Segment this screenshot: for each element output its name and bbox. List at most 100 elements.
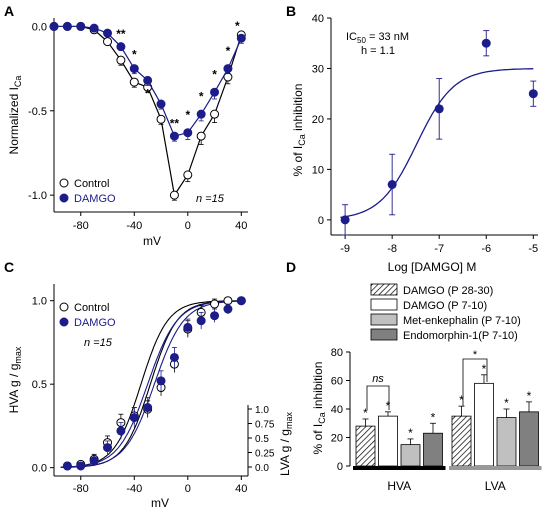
panel-d-category-label: LVA	[485, 479, 506, 493]
panel-d-significance: *	[386, 399, 391, 413]
panel-c-point	[103, 443, 113, 453]
panel-c-y-label-left-sub: max	[13, 346, 23, 364]
panel-a-point	[129, 77, 139, 87]
panel-a-y-tick-label: 0.0	[32, 21, 47, 33]
panel-c-point	[210, 311, 220, 321]
panel-d-y-tick-label: 80	[331, 347, 343, 359]
panel-c-x-tick-label: -80	[73, 483, 89, 495]
panel-b-dose-response: -9 -8 -7 -6 -5 0 10 20 30 40 Log [DAMGO] M % of …	[291, 13, 538, 274]
panel-a-significance: *	[132, 47, 137, 61]
panel-c-y-tick-label-right: 0.5	[255, 434, 269, 445]
panel-a-significance: *	[226, 44, 231, 58]
panel-a-point	[129, 64, 139, 74]
panel-a-significance: *	[185, 108, 190, 122]
panel-c-legend-damgo: DAMGO	[74, 317, 116, 329]
panel-a-point	[76, 21, 86, 31]
panel-d-significance: *	[431, 410, 436, 424]
panel-a-point	[103, 28, 113, 38]
panel-d-significance: *	[459, 393, 464, 407]
panel-d-bracket-hva	[366, 385, 390, 410]
panel-d-category-label: HVA	[387, 479, 411, 493]
panel-b-point	[387, 180, 397, 190]
panel-c-y-tick-label-right: 0.0	[255, 463, 269, 474]
panel-d-bar	[400, 444, 421, 467]
panel-c-y-tick-label: 0.0	[32, 463, 47, 475]
panel-a-legend-control: Control	[74, 178, 109, 190]
panel-a-point	[196, 131, 206, 141]
panel-c-point	[183, 322, 193, 332]
panel-d-y-tick-label: 40	[331, 404, 343, 416]
panel-d-y-label-sub: Ca	[317, 412, 327, 424]
panel-c-point	[196, 316, 206, 326]
panel-d-legend-label: DAMGO (P 7-10)	[403, 300, 487, 312]
panel-a-y-tick-label: -0.5	[28, 106, 47, 118]
panel-c-y-label-right-sub: max	[284, 412, 294, 430]
panel-a-point	[89, 23, 99, 33]
panel-a-point	[223, 64, 233, 74]
panel-a-point	[62, 21, 72, 31]
panel-a-point	[156, 99, 166, 109]
panel-a-x-tick-label: -40	[126, 220, 142, 232]
panel-c-y-tick-label-right: 0.25	[255, 449, 275, 460]
panel-d-bar	[378, 415, 398, 467]
panel-a-significance: *	[145, 86, 150, 100]
panel-b-point	[528, 89, 538, 99]
panel-d-significance: *	[504, 396, 509, 410]
panel-b-y-label-sub: Ca	[297, 134, 307, 146]
panel-b-fit-curve	[340, 68, 534, 219]
panel-d-bar	[423, 432, 443, 467]
panel-c-point	[156, 376, 166, 386]
panel-a-point	[183, 170, 193, 180]
panel-a-point	[116, 55, 126, 65]
panel-b-point	[434, 104, 444, 114]
panel-b-y-label-tail: inhibition	[291, 84, 305, 135]
panel-d-comparison-lva: *	[473, 349, 478, 361]
panel-b-ic50-main: IC	[346, 31, 357, 43]
panel-a-legend-damgo-marker	[59, 193, 69, 203]
panel-a-point	[236, 33, 246, 43]
panel-b-y-tick-label: 10	[312, 164, 324, 176]
panel-d-y-tick-label: 0	[337, 461, 343, 473]
panel-d-significance: *	[527, 389, 532, 403]
panel-d-significance: *	[408, 426, 413, 440]
panel-a-x-tick-label: 0	[185, 220, 191, 232]
panel-c-point	[116, 426, 126, 436]
panel-d-bar	[355, 425, 376, 467]
panel-a-point	[156, 114, 166, 124]
panel-d-legend-swatch	[370, 298, 398, 311]
panel-c-y-label-left: HVA g / gmax	[7, 346, 23, 413]
panel-b-x-tick-label: -8	[387, 243, 397, 255]
panel-b-y-tick-label: 0	[318, 215, 324, 227]
panel-a-point	[183, 128, 193, 138]
panel-c-n-label: n =15	[84, 337, 113, 349]
panel-c-y-label-right-main: LVA g / g	[278, 429, 292, 476]
panel-a-significance: **	[116, 27, 126, 41]
panel-b-y-label: % of ICa inhibition	[291, 84, 307, 177]
panel-b-y-tick-label: 30	[312, 63, 324, 75]
panel-c-y-label-left-main: HVA g / g	[7, 364, 21, 414]
panel-d-bar	[474, 382, 494, 467]
panel-a-significance: *	[199, 90, 204, 104]
panel-b-x-tick-label: -9	[340, 243, 350, 255]
panel-d-legend-label: Met-enkephalin (P 7-10)	[403, 315, 521, 327]
panel-c-legend-control-marker	[59, 302, 69, 312]
panel-d-y-label: % of ICa inhibition	[311, 362, 327, 455]
panel-a-significance: *	[212, 68, 217, 82]
panel-a-iv-curve: -80 -40 0 40 0.0-0.5-1.0 mV Normalized ICa …	[7, 18, 248, 248]
panel-label-a: A	[4, 3, 14, 19]
panel-label-b: B	[286, 3, 296, 19]
panel-a-point	[210, 109, 220, 119]
panel-a-point	[169, 190, 179, 200]
panel-d-significance: *	[482, 362, 487, 376]
panel-c-y-tick-label-right: 1.0	[255, 405, 269, 416]
panel-a-legend-control-marker	[59, 178, 69, 188]
panel-d-legend-swatch	[370, 328, 398, 341]
panel-c-point	[62, 461, 72, 471]
panel-d-y-label-tail: inhibition	[311, 362, 325, 413]
panel-d-bar-chart: DAMGO (P 28-30) DAMGO (P 7-10) Met-enkepha…	[311, 283, 542, 493]
panel-c-y-label-right: LVA g / gmax	[278, 412, 294, 476]
panel-a-y-tick-label: -1.0	[28, 190, 47, 202]
panel-b-y-label-main: % of I	[291, 146, 305, 177]
panel-d-comparison-hva: ns	[372, 373, 384, 385]
